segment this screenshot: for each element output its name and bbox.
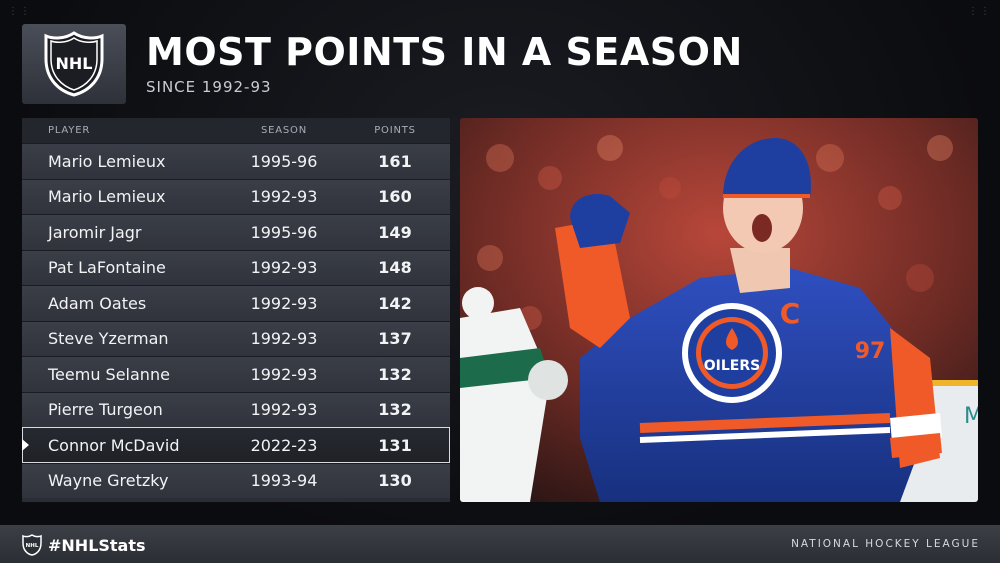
corner-dots-left: ⋮⋮: [8, 6, 32, 17]
column-header-player: PLAYER: [48, 125, 91, 136]
table-row: Jaromir Jagr 1995-96 149: [22, 214, 450, 250]
cell-season: 1993-94: [250, 471, 318, 491]
cell-player: Steve Yzerman: [48, 329, 169, 349]
cell-player: Connor McDavid: [48, 435, 180, 455]
cell-season: 2022-23: [250, 435, 318, 455]
cell-season: 1992-93: [250, 329, 318, 349]
cell-points: 137: [378, 329, 412, 349]
hashtag-label: NHL #NHLStats: [22, 534, 146, 556]
footer-bar: NHL #NHLStats NATIONAL HOCKEY LEAGUE: [0, 525, 1000, 563]
page-title: MOST POINTS IN A SEASON: [146, 30, 743, 74]
hashtag-text: #NHLStats: [48, 535, 146, 555]
cell-season: 1992-93: [250, 258, 318, 278]
table-row: Wayne Gretzky 1993-94 130: [22, 462, 450, 498]
crowd-texture: [477, 135, 953, 330]
column-header-season: SEASON: [260, 125, 307, 136]
player-illustration: M 23: [460, 118, 978, 502]
table-row: Mario Lemieux 1992-93 160: [22, 178, 450, 214]
cell-season: 1995-96: [250, 151, 318, 171]
column-header-points: POINTS: [374, 125, 416, 136]
table-header: PLAYER SEASON POINTS: [22, 118, 450, 143]
cell-player: Mario Lemieux: [48, 187, 166, 207]
table-row: Pierre Turgeon 1992-93 132: [22, 391, 450, 427]
nhl-small-shield-icon: NHL: [22, 534, 42, 556]
cell-player: Pat LaFontaine: [48, 258, 166, 278]
cell-season: 1992-93: [250, 293, 318, 313]
table-row: Mario Lemieux 1995-96 161: [22, 143, 450, 179]
cell-player: Wayne Gretzky: [48, 471, 169, 491]
cell-points: 132: [378, 400, 412, 420]
cell-player: Mario Lemieux: [48, 151, 166, 171]
cell-points: 131: [378, 435, 412, 455]
cell-points: 130: [378, 471, 412, 491]
opponent-player: 23: [460, 287, 568, 502]
board-letter: M: [964, 404, 978, 429]
nhl-shield-icon: NHL: [44, 31, 104, 97]
cell-player: Pierre Turgeon: [48, 400, 163, 420]
cell-player: Teemu Selanne: [48, 364, 170, 384]
table-body: Mario Lemieux 1995-96 161 Mario Lemieux 1992…: [22, 143, 450, 498]
cell-points: 148: [378, 258, 412, 278]
opponent-number: 23: [482, 358, 501, 374]
highlight-marker-icon: [22, 439, 29, 452]
table-row: Steve Yzerman 1992-93 137: [22, 320, 450, 356]
cell-points: 132: [378, 364, 412, 384]
table-row: Teemu Selanne 1992-93 132: [22, 356, 450, 392]
page-subtitle: SINCE 1992-93: [146, 78, 272, 96]
cell-season: 1992-93: [250, 364, 318, 384]
captain-letter: C: [780, 297, 801, 330]
cell-points: 160: [378, 187, 412, 207]
nhl-logo-text: NHL: [56, 54, 93, 73]
cell-points: 161: [378, 151, 412, 171]
cell-player: Adam Oates: [48, 293, 147, 313]
player-photo: M 23: [460, 118, 978, 502]
points-table: PLAYER SEASON POINTS Mario Lemieux 1995-9…: [22, 118, 450, 502]
cell-points: 149: [378, 222, 412, 242]
cell-season: 1995-96: [250, 222, 318, 242]
table-row-highlighted: Connor McDavid 2022-23 131: [22, 427, 450, 463]
table-row: Pat LaFontaine 1992-93 148: [22, 249, 450, 285]
cell-season: 1992-93: [250, 187, 318, 207]
footer-icon-text: NHL: [26, 543, 39, 549]
jersey-wordmark: OILERS: [704, 358, 760, 374]
main-player: OILERS C 97: [555, 138, 942, 502]
cell-season: 1992-93: [250, 400, 318, 420]
cell-points: 142: [378, 293, 412, 313]
sleeve-number: 97: [855, 339, 886, 364]
table-row: Adam Oates 1992-93 142: [22, 285, 450, 321]
corner-dots-right: ⋮⋮: [968, 6, 992, 17]
nhl-logo-box: NHL: [22, 24, 126, 104]
league-name: NATIONAL HOCKEY LEAGUE: [791, 538, 980, 550]
cell-player: Jaromir Jagr: [48, 222, 142, 242]
